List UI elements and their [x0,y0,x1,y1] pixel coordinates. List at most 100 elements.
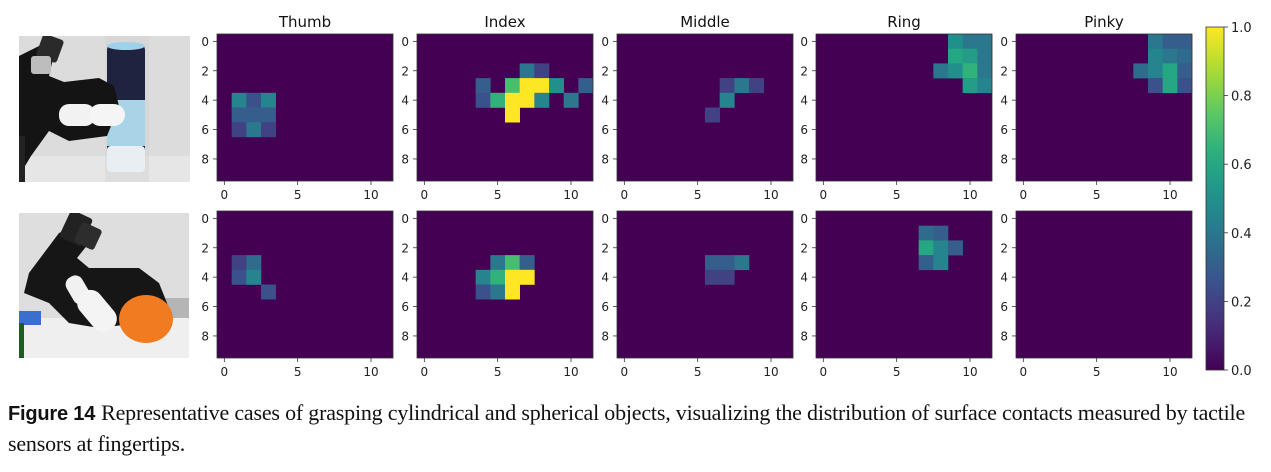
x-tick-label: 5 [1093,188,1101,202]
heatmap-cell [505,269,520,285]
x-tick-label: 5 [494,365,502,379]
heatmap-cell [719,78,735,94]
y-tick-label: 4 [601,94,609,108]
heatmap-cell [549,78,564,94]
heatmap-cell [231,122,247,138]
x-tick-label: 0 [221,365,229,379]
y-tick-label: 0 [800,212,808,226]
heatmap-cell [977,78,993,94]
heatmap-cell [563,92,579,108]
heatmap-cell [705,269,720,285]
y-tick-label: 4 [800,94,808,108]
heatmap-cell [734,255,750,271]
heatmap-cell [475,284,491,300]
column-title-ring: Ring [887,13,921,31]
x-tick-label: 0 [1020,188,1028,202]
heatmap-cell [246,92,262,108]
x-tick-label: 10 [563,188,578,202]
x-tick-label: 5 [694,365,702,379]
heatmap-cell [519,269,535,285]
y-tick-label: 2 [1000,64,1008,78]
heatmap-cell [1177,78,1193,94]
x-tick-label: 5 [694,188,702,202]
heatmap-cell [749,78,764,94]
heatmap-cell [918,255,934,271]
colorbar-tick-label: 0.4 [1231,227,1252,242]
x-tick-label: 10 [1162,365,1177,379]
heatmap-cell [246,107,262,123]
heatmap-background-pinky-spherical [1016,211,1192,358]
y-tick-label: 0 [1000,35,1008,49]
y-tick-label: 2 [601,241,609,255]
heatmap-frame-pinky-cylindrical [1015,33,1193,182]
x-tick-label: 0 [1020,365,1028,379]
y-tick-label: 2 [800,241,808,255]
heatmap-cell [246,122,262,138]
x-tick-label: 10 [363,365,378,379]
heatmap-cell [505,107,520,123]
y-tick-label: 8 [1000,329,1008,343]
y-tick-label: 0 [201,212,209,226]
heatmap-cell [933,240,949,256]
heatmap-cell [962,78,978,94]
heatmap-frame-middle-spherical [616,210,794,359]
heatmap-cell [534,92,550,108]
x-tick-label: 5 [294,188,302,202]
robot-hand-cylinder-image [19,34,190,182]
heatmap-cell [231,255,247,271]
x-tick-label: 10 [363,188,378,202]
heatmap-cell [962,48,978,64]
y-tick-label: 6 [201,300,209,314]
heatmap-cell [948,34,963,49]
y-tick-label: 2 [401,64,409,78]
heatmap-frame-ring-cylindrical [815,33,993,182]
heatmap-frame-pinky-spherical [1015,210,1193,359]
y-tick-label: 6 [800,123,808,137]
y-tick-label: 6 [1000,123,1008,137]
heatmap-cell [1162,63,1178,79]
heatmap-cell [475,78,491,94]
y-tick-label: 2 [401,241,409,255]
heatmap-cell [1162,34,1178,49]
heatmap-frame-thumb-cylindrical [216,33,394,182]
heatmap-cell [1148,63,1163,79]
photo-cylinder-grasp [19,34,190,182]
heatmap-cell [962,63,978,79]
x-tick-label: 0 [820,188,828,202]
heatmap-cell [948,48,963,64]
y-tick-label: 8 [401,152,409,166]
y-tick-label: 0 [1000,212,1008,226]
y-tick-label: 8 [201,329,209,343]
colorbar-tick-label: 1.0 [1231,21,1252,36]
heatmap-cell [246,269,262,285]
colorbar-tick-label: 0.6 [1231,158,1252,173]
heatmap-cell [261,122,276,138]
x-tick-label: 0 [421,188,429,202]
heatmap-cell [261,284,276,300]
heatmap-cell [1177,63,1193,79]
x-tick-label: 0 [820,365,828,379]
heatmap-cell [490,269,506,285]
heatmap-cell [977,34,993,49]
x-tick-label: 5 [494,188,502,202]
x-tick-label: 10 [763,365,778,379]
heatmap-cell [519,92,535,108]
x-tick-label: 0 [621,188,629,202]
colorbar-tick-label: 0.0 [1231,364,1252,379]
heatmap-cell [977,48,993,64]
heatmap-cell [475,269,491,285]
heatmap-cell [490,255,506,271]
y-tick-label: 6 [601,123,609,137]
heatmap-cell [246,255,262,271]
heatmap-cell [1148,34,1163,49]
y-tick-label: 6 [401,123,409,137]
heatmap-cell [719,269,735,285]
heatmap-cell [490,92,506,108]
x-tick-label: 0 [421,365,429,379]
heatmap-cell [1162,48,1178,64]
y-tick-label: 2 [601,64,609,78]
heatmap-cell [1177,34,1193,49]
y-tick-label: 8 [601,152,609,166]
heatmap-cell [977,63,993,79]
y-tick-label: 2 [201,64,209,78]
